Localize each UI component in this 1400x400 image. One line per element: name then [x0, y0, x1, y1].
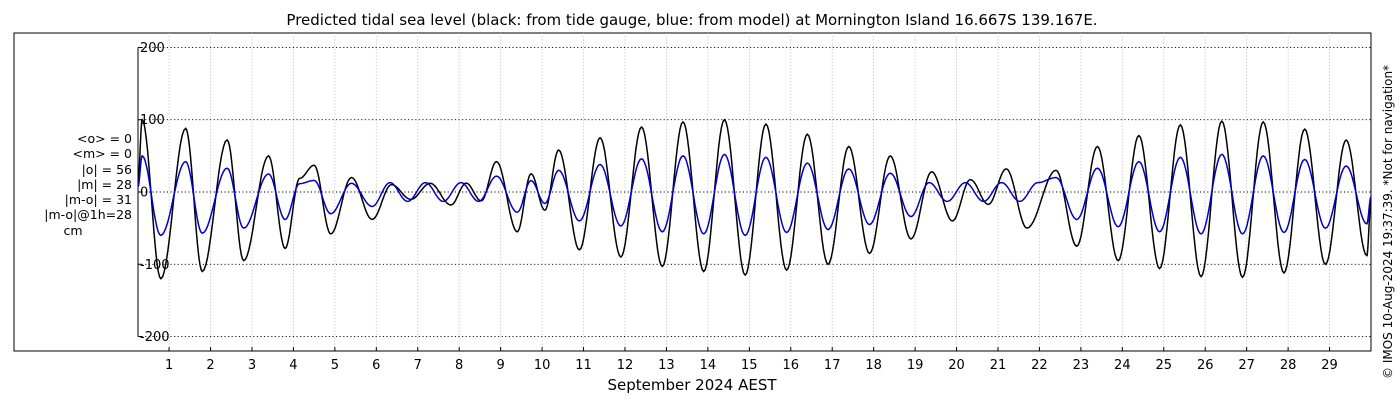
x-tick-label-15: 15	[741, 358, 758, 373]
x-tick-label-22: 22	[1031, 358, 1048, 373]
x-tick-label-20: 20	[948, 358, 965, 373]
stat-mean-obs: <o> = 0	[77, 131, 132, 146]
x-tick-label-3: 3	[248, 358, 256, 373]
stats-panel: <o> = 0 <m> = 0 |o| = 56 |m| = 28 |m-o| …	[0, 131, 132, 238]
stat-abs-model: |m| = 28	[77, 176, 132, 192]
x-tick-label-16: 16	[782, 358, 799, 373]
y-tick-label--200: -200	[140, 330, 170, 345]
x-tick-label-26: 26	[1197, 358, 1214, 373]
x-tick-label-21: 21	[990, 358, 1007, 373]
stat-unit: cm	[63, 222, 83, 238]
y-tick-label-100: 100	[140, 113, 165, 128]
stat-abs-diff: |m-o| = 31	[64, 192, 132, 208]
x-tick-label-1: 1	[165, 358, 173, 373]
chart-title: Predicted tidal sea level (black: from t…	[286, 11, 1097, 29]
x-tick-label-12: 12	[617, 358, 634, 373]
x-tick-label-6: 6	[372, 358, 380, 373]
x-tick-label-24: 24	[1114, 358, 1131, 373]
series-line-tide-gauge	[137, 118, 1372, 280]
x-tick-label-9: 9	[497, 358, 505, 373]
x-tick-label-10: 10	[534, 358, 551, 373]
x-tick-label-8: 8	[455, 358, 463, 373]
x-tick-label-19: 19	[907, 358, 924, 373]
x-tick-label-27: 27	[1238, 358, 1255, 373]
axes	[137, 46, 1371, 352]
x-tick-label-2: 2	[206, 358, 214, 373]
x-axis-label: September 2024 AEST	[607, 376, 777, 394]
x-tick-label-23: 23	[1073, 358, 1090, 373]
stat-mean-model: <m> = 0	[72, 146, 133, 162]
x-tick-label-5: 5	[331, 358, 339, 373]
x-tick-label-18: 18	[865, 358, 882, 373]
x-tick-label-7: 7	[414, 358, 422, 373]
x-tick-label-25: 25	[1155, 358, 1172, 373]
series-line-model	[137, 153, 1372, 237]
y-tick-label--100: -100	[140, 258, 170, 273]
x-tick-label-29: 29	[1321, 358, 1338, 373]
x-tick-label-11: 11	[575, 358, 592, 373]
x-tick-label-14: 14	[700, 358, 717, 373]
stat-abs-diff-1h: |m-o|@1h=28	[44, 207, 132, 223]
x-tick-label-13: 13	[658, 358, 675, 373]
x-tick-label-4: 4	[289, 358, 297, 373]
y-tick-label-200: 200	[140, 41, 165, 56]
x-tick-label-17: 17	[824, 358, 841, 373]
x-tick-label-28: 28	[1280, 358, 1297, 373]
watermark: © IMOS 10-Aug-2024 19:37:39. *Not for na…	[1381, 65, 1395, 379]
y-tick-label-0: 0	[140, 186, 148, 201]
stat-abs-obs: |o| = 56	[81, 161, 132, 177]
series-lines	[137, 118, 1372, 280]
